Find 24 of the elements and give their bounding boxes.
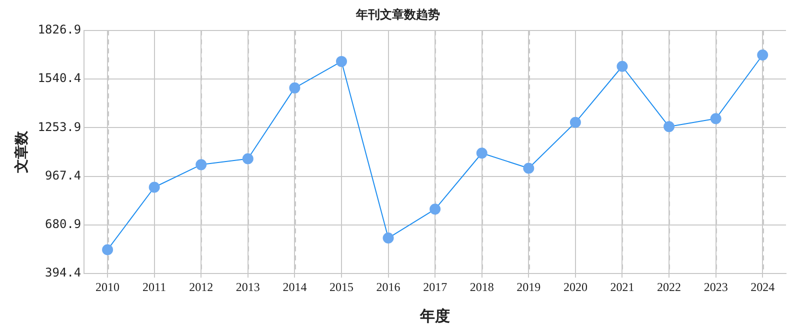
x-tick-label: 2011	[142, 280, 166, 294]
x-tick-label: 2023	[704, 280, 728, 294]
x-tick-label: 2019	[516, 280, 541, 294]
x-tick-label: 2021	[610, 280, 634, 294]
x-axis-title: 年度	[419, 306, 450, 325]
chart-title: 年刊文章数趋势	[355, 7, 440, 22]
y-tick-label: 967.4	[45, 168, 82, 182]
x-tick-label: 2022	[657, 280, 682, 294]
x-tick-label: 2018	[470, 280, 494, 294]
x-tick-label: 2013	[236, 280, 260, 294]
x-tick-label: 2017	[423, 280, 448, 294]
x-tick-label: 2014	[282, 280, 307, 294]
y-tick-label: 1253.9	[38, 120, 82, 134]
y-tick-label: 394.4	[45, 266, 82, 280]
x-tick-label: 2010	[96, 280, 120, 294]
x-tick-label: 2016	[376, 280, 400, 294]
x-tick-label: 2015	[329, 280, 354, 294]
y-tick-label: 1540.4	[38, 71, 82, 86]
x-tick-label: 2020	[563, 280, 588, 294]
y-tick-label: 680.9	[45, 217, 82, 232]
x-tick-label: 2012	[189, 280, 214, 294]
y-axis-title: 文章数	[13, 130, 30, 174]
y-tick-label: 1826.9	[38, 22, 82, 37]
x-tick-label: 2024	[750, 280, 775, 294]
